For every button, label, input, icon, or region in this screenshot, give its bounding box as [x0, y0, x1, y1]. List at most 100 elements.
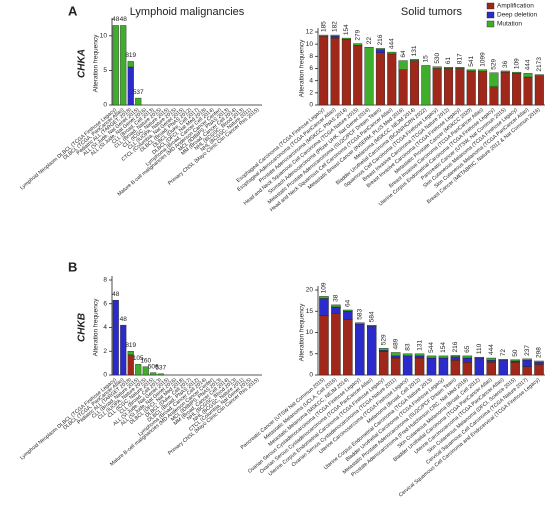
y-axis-label: Alteration frequency: [299, 39, 306, 98]
bar-segment: [331, 306, 341, 314]
sample-size-label: 182: [332, 21, 339, 32]
y-tick-label: 6: [103, 300, 107, 307]
bar-segment: [534, 362, 544, 365]
bar-segment: [142, 366, 149, 376]
sample-size-label: 506: [148, 363, 159, 370]
sample-size-label: 185: [320, 21, 327, 32]
sample-size-label: 131: [416, 340, 423, 351]
bar-segment: [135, 97, 142, 106]
sample-size-label: 529: [380, 334, 387, 345]
bar-segment: [478, 71, 488, 106]
legend-swatch: [486, 20, 495, 28]
bar-segment: [462, 357, 473, 363]
bar-segment: [343, 309, 353, 312]
bar-segment: [135, 364, 142, 376]
bar-segment: [522, 359, 532, 367]
y-tick-label: 0: [309, 372, 313, 379]
y-tick-label: 10: [100, 33, 108, 40]
y-tick-label: 0: [103, 102, 107, 109]
y-tick-label: 10: [306, 329, 314, 336]
sample-size-label: 154: [440, 342, 447, 353]
y-axis-label: Alteration frequency: [299, 303, 306, 362]
bar-segment: [353, 43, 363, 46]
bar-segment: [378, 351, 389, 376]
y-axis-label: Alteration frequency: [93, 34, 100, 93]
gene-label: CHKB: [77, 313, 88, 342]
legend-swatch: [486, 11, 495, 19]
bar-segment: [375, 48, 385, 50]
chart-title: Lymphoid malignancies: [130, 6, 245, 18]
y-tick-label: 5: [309, 350, 313, 357]
bar-segment: [367, 325, 377, 376]
bar-segment: [512, 73, 522, 106]
bar-segment: [466, 69, 476, 72]
bar-segment: [375, 49, 385, 53]
bar-segment: [402, 355, 413, 376]
sample-size-label: 64: [400, 50, 407, 58]
sample-size-label: 537: [155, 365, 166, 372]
sample-size-label: 444: [388, 38, 395, 49]
bar-segment: [426, 357, 437, 376]
bar-segment: [444, 68, 454, 106]
sample-size-label: 36: [502, 60, 509, 68]
bar-segment: [390, 355, 401, 359]
sample-size-label: 537: [133, 89, 144, 96]
bar-segment: [438, 355, 449, 359]
bar-segment: [512, 71, 522, 74]
sample-size-label: 529: [491, 59, 498, 70]
bar-segment: [390, 352, 401, 357]
panel-label: B: [68, 259, 77, 274]
sample-size-label: 131: [411, 45, 418, 56]
bar-segment: [112, 299, 119, 376]
sample-size-label: 154: [343, 24, 350, 35]
bar-segment: [319, 296, 329, 299]
y-tick-label: 10: [306, 41, 314, 48]
legend-label: Mutation: [497, 21, 522, 28]
bar-segment: [367, 325, 377, 327]
gene-label: CHKA: [77, 49, 88, 78]
bar-segment: [426, 355, 437, 359]
y-tick-label: 2: [309, 90, 313, 97]
bar-segment: [120, 25, 127, 106]
bar-segment: [331, 304, 341, 308]
sample-size-label: 110: [476, 343, 483, 354]
sample-size-label: 105: [133, 355, 144, 362]
y-tick-label: 12: [306, 29, 314, 36]
bar-segment: [331, 313, 341, 376]
sample-size-label: 160: [140, 357, 151, 364]
bar-segment: [387, 53, 397, 106]
bar-segment: [489, 72, 499, 87]
bar-segment: [398, 69, 408, 106]
bar-segment: [486, 362, 496, 376]
bar-segment: [498, 359, 508, 361]
sample-size-label: 15: [423, 55, 430, 63]
bar-segment: [353, 45, 363, 106]
bar-segment: [414, 355, 425, 359]
legend-label: Amplification: [497, 3, 534, 10]
sample-size-label: 298: [536, 347, 543, 358]
sample-size-label: 541: [468, 55, 475, 66]
y-tick-label: 8: [309, 53, 313, 60]
bar-segment: [498, 359, 508, 376]
bar-segment: [432, 68, 442, 106]
sample-size-label: 444: [488, 344, 495, 355]
bar-segment: [150, 372, 157, 376]
y-tick-label: 6: [309, 65, 313, 72]
y-tick-label: 15: [306, 308, 314, 315]
bar-segment: [330, 36, 340, 39]
bar-segment: [510, 359, 520, 362]
sample-size-label: 819: [125, 52, 136, 59]
bar-segment: [474, 356, 485, 359]
y-tick-label: 5: [103, 67, 107, 74]
sample-size-label: 444: [525, 59, 532, 70]
sample-size-label: 48: [120, 16, 128, 23]
panel-label: A: [68, 3, 78, 18]
sample-size-label: 50: [512, 349, 519, 357]
bar-segment: [387, 51, 397, 55]
bar-segment: [421, 65, 431, 106]
sample-size-label: 83: [404, 343, 411, 351]
bar-segment: [343, 319, 353, 376]
bar-segment: [444, 67, 454, 69]
bar-segment: [378, 348, 389, 351]
y-tick-label: 0: [309, 102, 313, 109]
